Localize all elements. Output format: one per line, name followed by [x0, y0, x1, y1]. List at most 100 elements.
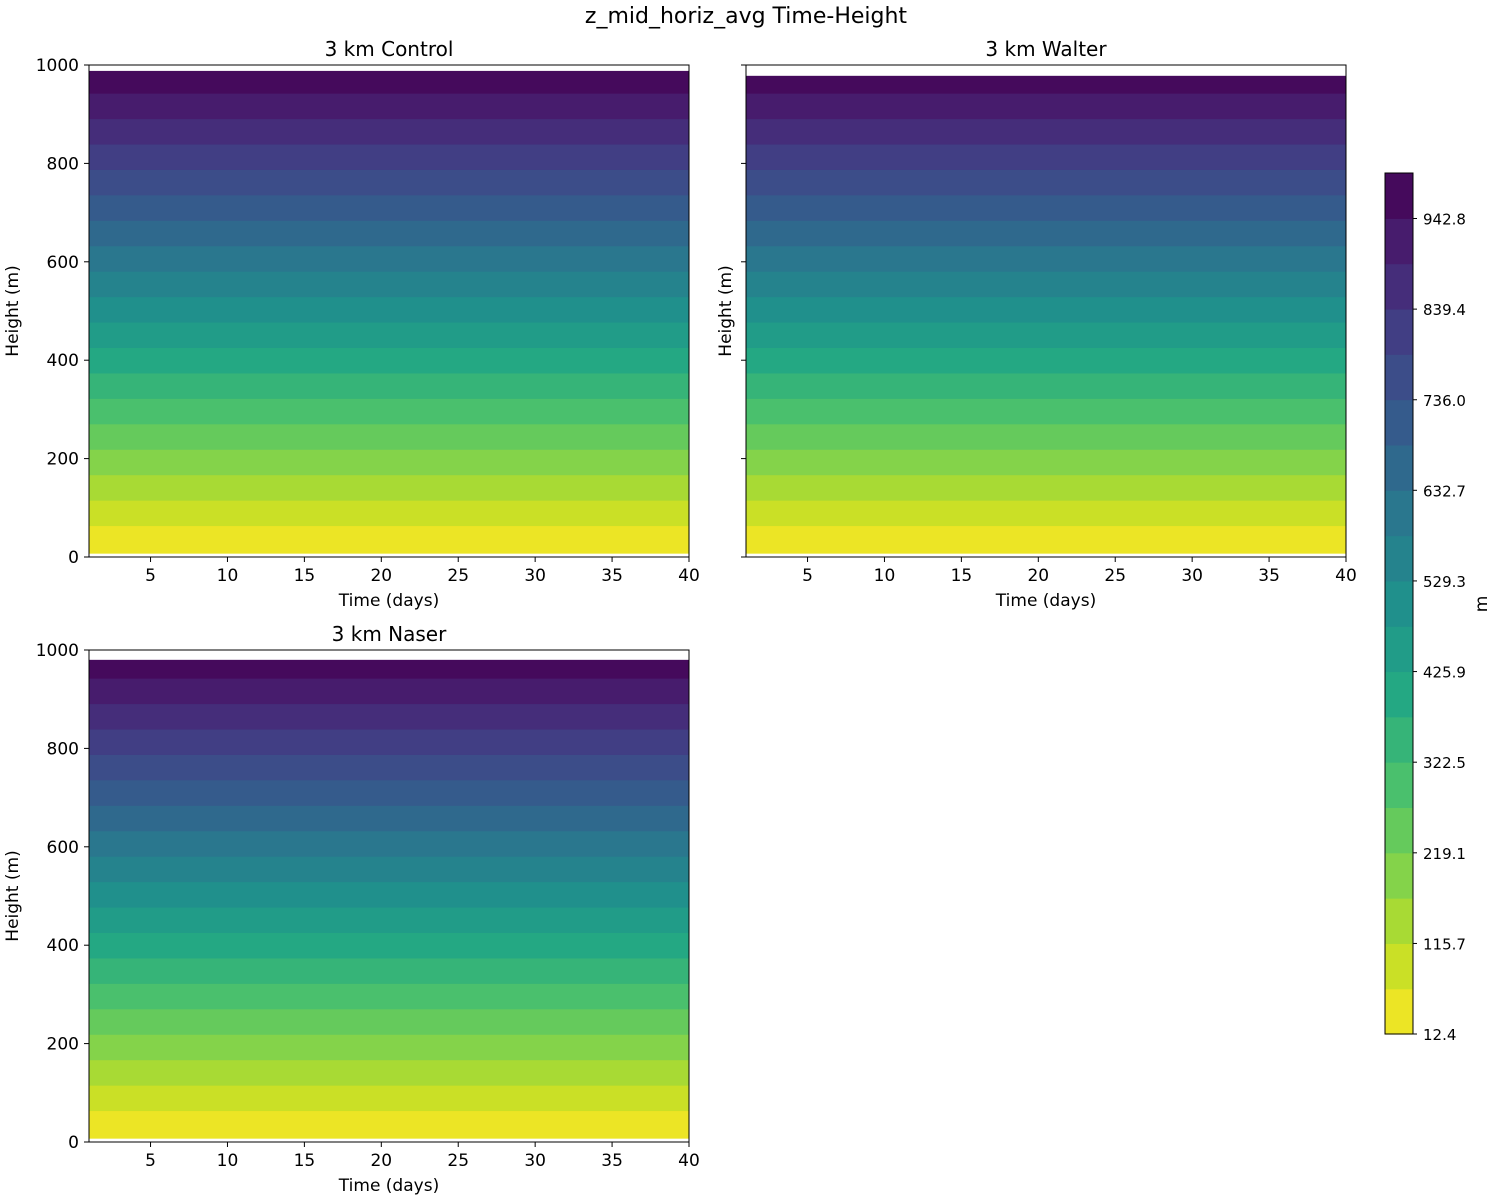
contour-band [89, 856, 689, 883]
y-tick-label: 400 [47, 351, 79, 371]
axes-frame [745, 64, 1347, 558]
panel-title: 3 km Walter [985, 37, 1107, 61]
colorbar-band [1385, 263, 1413, 310]
contour-band [89, 1008, 689, 1035]
x-tick-label: 20 [1027, 566, 1049, 586]
y-axis-label: Height (m) [3, 850, 23, 941]
contour-band [89, 881, 689, 908]
contour-band [746, 245, 1346, 272]
x-tick-label: 20 [370, 566, 392, 586]
contour-band [89, 423, 689, 450]
x-tick-label: 10 [874, 566, 896, 586]
x-tick-label: 30 [1181, 566, 1203, 586]
y-tick-label: 800 [47, 154, 79, 174]
x-tick-label: 40 [678, 566, 700, 586]
colorbar-band [1385, 490, 1413, 537]
contour-band [89, 728, 689, 755]
contour-band [89, 118, 689, 145]
panel-title: 3 km Control [325, 37, 454, 61]
contour-band [89, 805, 689, 832]
contour-band [746, 169, 1346, 196]
contour-band [746, 296, 1346, 323]
colorbar-band [1385, 218, 1413, 265]
colorbar-band [1385, 716, 1413, 763]
colorbar-tick-label: 529.3 [1423, 573, 1466, 591]
x-tick-label: 35 [601, 566, 623, 586]
x-tick-label: 25 [447, 566, 469, 586]
colorbar-band [1385, 943, 1413, 990]
contour-band [89, 398, 689, 425]
colorbar-band [1385, 354, 1413, 401]
x-tick-label: 35 [601, 1151, 623, 1171]
contour-band [89, 1110, 689, 1139]
colorbar-label: m [1472, 596, 1492, 613]
contour-band [746, 118, 1346, 145]
colorbar-tick-label: 219.1 [1423, 845, 1466, 863]
contour-band [746, 398, 1346, 425]
contour-band [746, 347, 1346, 374]
colorbar-band [1385, 173, 1413, 219]
y-tick-label: 600 [47, 253, 79, 273]
x-tick-label: 10 [217, 566, 239, 586]
colorbar-band [1385, 444, 1413, 491]
x-tick-label: 5 [802, 566, 813, 586]
contour-band [89, 983, 689, 1010]
axes-frame [88, 64, 690, 558]
x-tick-label: 5 [145, 566, 156, 586]
contour-band [89, 500, 689, 527]
contour-band [89, 678, 689, 705]
colorbar-band [1385, 988, 1413, 1035]
y-axis-label: Height (m) [716, 265, 736, 356]
contour-band [89, 321, 689, 349]
colorbar-band [1385, 671, 1413, 718]
contour-band [89, 830, 689, 857]
colorbar-band [1385, 852, 1413, 899]
contour-band [89, 474, 689, 501]
contour-band [89, 957, 689, 984]
contour-band [746, 474, 1346, 501]
contour-band [89, 169, 689, 196]
colorbar-tick-label: 425.9 [1423, 664, 1466, 682]
contour-band [746, 143, 1346, 170]
axes-frame [88, 649, 690, 1143]
contour-band [89, 245, 689, 272]
x-tick-label: 40 [678, 1151, 700, 1171]
contour-band [746, 449, 1346, 476]
y-tick-label: 600 [47, 838, 79, 858]
contour-band [89, 754, 689, 781]
x-tick-label: 25 [1104, 566, 1126, 586]
x-axis-label: Time (days) [338, 1176, 439, 1196]
contour-band [746, 423, 1346, 450]
contour-band [89, 296, 689, 323]
x-tick-label: 15 [951, 566, 973, 586]
colorbar-band [1385, 898, 1413, 944]
contour-band [746, 75, 1346, 94]
x-tick-label: 30 [524, 1151, 546, 1171]
contour-band [746, 220, 1346, 247]
x-tick-label: 20 [370, 1151, 392, 1171]
colorbar-band [1385, 626, 1413, 673]
x-tick-label: 35 [1258, 566, 1280, 586]
contour-band [89, 1034, 689, 1061]
x-axis-label: Time (days) [995, 591, 1096, 611]
y-tick-label: 800 [47, 739, 79, 759]
contour-band [89, 449, 689, 476]
contour-band [89, 906, 689, 934]
contour-band [746, 321, 1346, 349]
y-tick-label: 200 [47, 450, 79, 470]
figure-title: z_mid_horiz_avg Time-Height [585, 4, 908, 29]
contour-band [89, 779, 689, 806]
contour-band [746, 271, 1346, 298]
colorbar-band [1385, 399, 1413, 446]
y-tick-label: 0 [68, 548, 79, 568]
y-tick-label: 1000 [36, 56, 79, 76]
contour-band [89, 70, 689, 94]
contour-band [89, 703, 689, 730]
x-tick-label: 10 [217, 1151, 239, 1171]
x-tick-label: 5 [145, 1151, 156, 1171]
contour-band [89, 525, 689, 554]
colorbar-band [1385, 762, 1413, 809]
y-axis-label: Height (m) [3, 265, 23, 356]
contour-band [89, 659, 689, 679]
